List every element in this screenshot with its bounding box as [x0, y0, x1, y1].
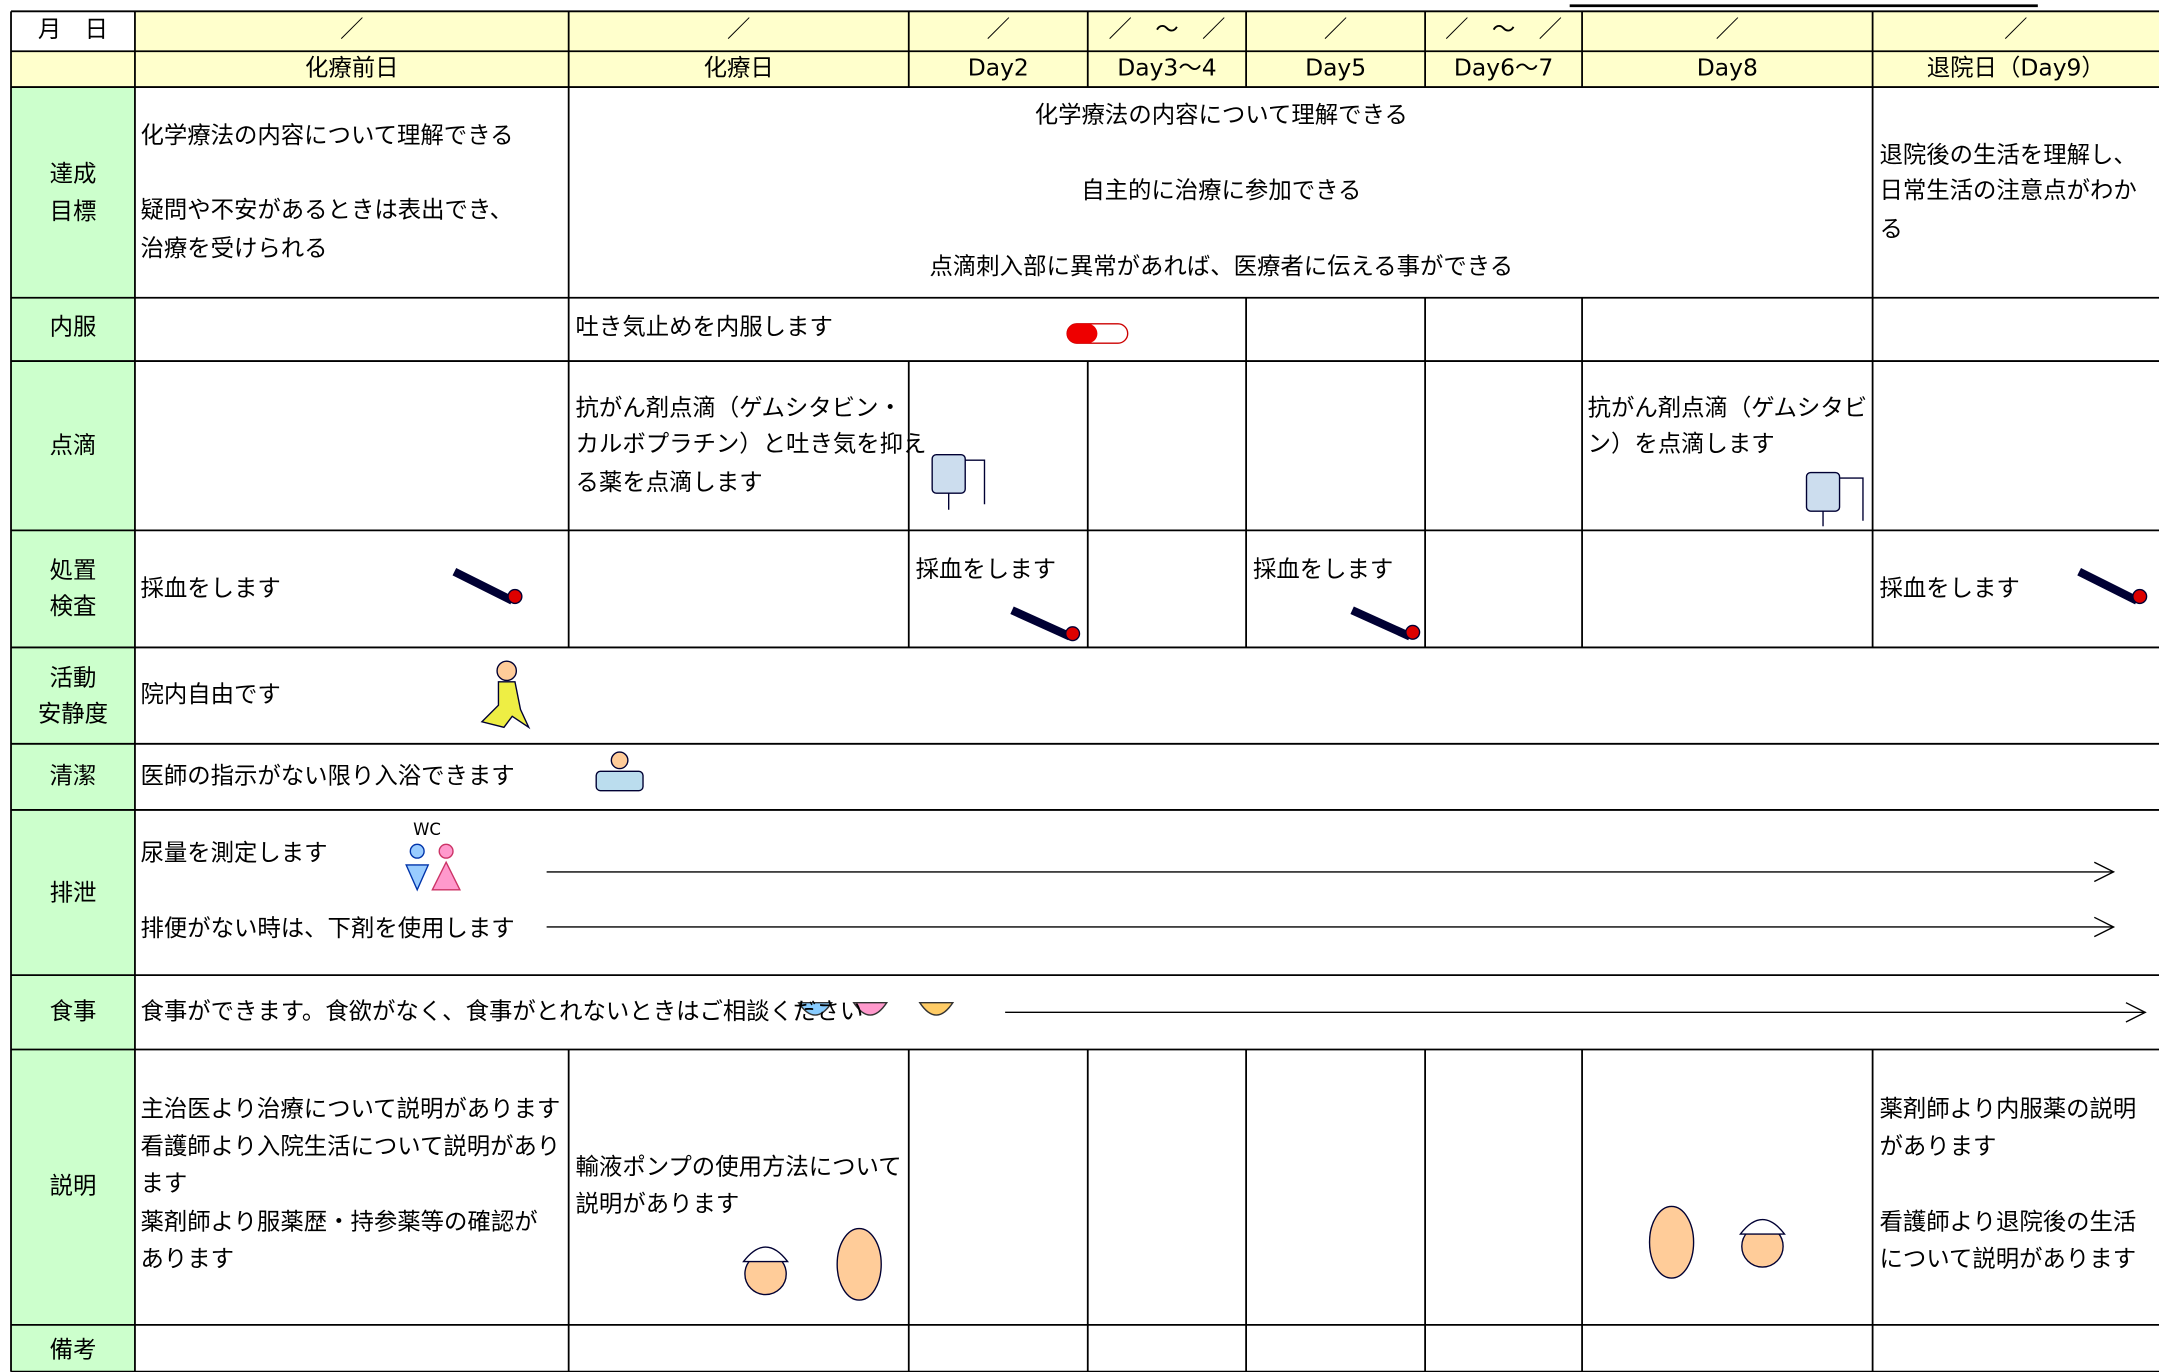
cell-text: 輸液ポンプの使用方法について: [576, 1152, 902, 1180]
date-cell: ／ ～ ／: [1108, 15, 1225, 43]
cell-text: 日常生活の注意点がわか: [1879, 176, 2136, 204]
wc-icon: WC: [405, 820, 462, 892]
cell-text: あります: [140, 1245, 234, 1273]
cell-text: 尿量を測定します: [140, 838, 327, 866]
row-label: 備考: [50, 1336, 97, 1364]
date-cell: ／: [727, 15, 750, 43]
row-label: 説明: [50, 1172, 97, 1200]
cell-text: 吐き気止めを内服します: [576, 313, 833, 341]
column-header: Day2: [968, 54, 1029, 82]
column-header: 化療前日: [305, 54, 399, 82]
date-cell: ／: [987, 15, 1010, 43]
arrow-head: [2125, 1002, 2147, 1023]
cell-text: 主治医より治療について説明があります: [140, 1095, 560, 1123]
syringe-icon: [452, 568, 2148, 642]
column-header: 化療日: [704, 54, 774, 82]
cell-text: 医師の指示がない限り入浴できます: [140, 761, 514, 789]
drip-icon: [931, 453, 1864, 527]
cell-text: ます: [140, 1169, 187, 1197]
date-cell: ／: [2004, 15, 2027, 43]
header-bg: [11, 11, 2159, 88]
row-label: 清潔: [50, 761, 97, 789]
date-cell: ／: [340, 15, 363, 43]
date-cell: ／ ～ ／: [1445, 15, 1562, 43]
cell-text: 説明があります: [576, 1190, 740, 1218]
cell-text: 看護師より退院後の生活: [1879, 1207, 2136, 1235]
cell-text: カルボプラチン）と吐き気を抑え: [576, 430, 927, 458]
row-label: 達成: [50, 160, 97, 188]
cell-text: 退院後の生活を理解し、: [1879, 140, 2136, 168]
cell-text: 点滴刺入部に異常があれば、医療者に伝える事ができる: [930, 252, 1514, 280]
cell-text: る: [1879, 215, 1902, 243]
date-cell: ／: [1716, 15, 1739, 43]
cell-text: 排便がない時は、下剤を使用します: [140, 914, 514, 942]
row-label: 目標: [50, 197, 97, 225]
cell-text: 治療を受けられる: [140, 234, 327, 262]
cell-text: 自主的に治療に参加できる: [1081, 176, 1361, 204]
column-header: Day5: [1305, 54, 1366, 82]
row-label: 安静度: [38, 699, 108, 727]
row-label: 検査: [50, 592, 97, 620]
cell-text: 抗がん剤点滴（ゲムシタビ: [1588, 394, 1868, 422]
arrow-head: [2093, 861, 2116, 883]
cell-text: 採血をします: [916, 555, 1056, 583]
row-label: 食事: [50, 997, 97, 1025]
date-label: 月 日: [38, 15, 108, 43]
cell-text: 化学療法の内容について理解できる: [140, 121, 513, 149]
cell-text: について説明があります: [1879, 1245, 2136, 1273]
staff-icon: [742, 1205, 1786, 1301]
column-header: 退院日（Day9）: [1927, 54, 2105, 82]
cell-text: 抗がん剤点滴（ゲムシタビン・: [576, 394, 902, 422]
date-cell: ／: [1324, 15, 1347, 43]
row-label: 排泄: [50, 878, 97, 906]
arrow-head: [2093, 916, 2116, 938]
cell-text: 院内自由です: [140, 680, 280, 708]
cell-text: 採血をします: [1879, 574, 2019, 602]
cell-text: 看護師より入院生活について説明があり: [140, 1132, 560, 1160]
pill-icon: [1066, 323, 1129, 344]
row-label: 処置: [50, 556, 97, 584]
column-header: Day6～7: [1454, 54, 1553, 82]
row-label: 点滴: [50, 431, 97, 459]
cell-text: る薬を点滴します: [576, 468, 763, 496]
cell-text: 採血をします: [1253, 555, 1393, 583]
cell-text: 薬剤師より服薬歴・持参薬等の確認が: [140, 1207, 537, 1235]
cell-text: 食事ができます。食欲がなく、食事がとれないときはご相談ください: [140, 997, 863, 1025]
row-label: 内服: [50, 313, 97, 341]
date-label-bg: [11, 11, 135, 52]
cell-text: 採血をします: [140, 574, 280, 602]
cell-text: 化学療法の内容について理解できる: [1035, 100, 1408, 128]
column-header: Day3～4: [1117, 54, 1216, 82]
meal-icon: [797, 1002, 955, 1016]
cell-text: ン）を点滴します: [1588, 430, 1775, 458]
cell-text: 薬剤師より内服薬の説明: [1879, 1095, 2136, 1123]
column-header: Day8: [1697, 54, 1758, 82]
label-column-bg: [11, 87, 135, 1372]
svg-text:WC: WC: [413, 820, 441, 839]
walker-icon: [480, 660, 531, 730]
cell-text: があります: [1879, 1132, 1996, 1160]
bath-icon: [595, 751, 644, 792]
row-label: 活動: [50, 664, 97, 692]
cell-text: 疑問や不安があるときは表出でき、: [140, 195, 513, 223]
